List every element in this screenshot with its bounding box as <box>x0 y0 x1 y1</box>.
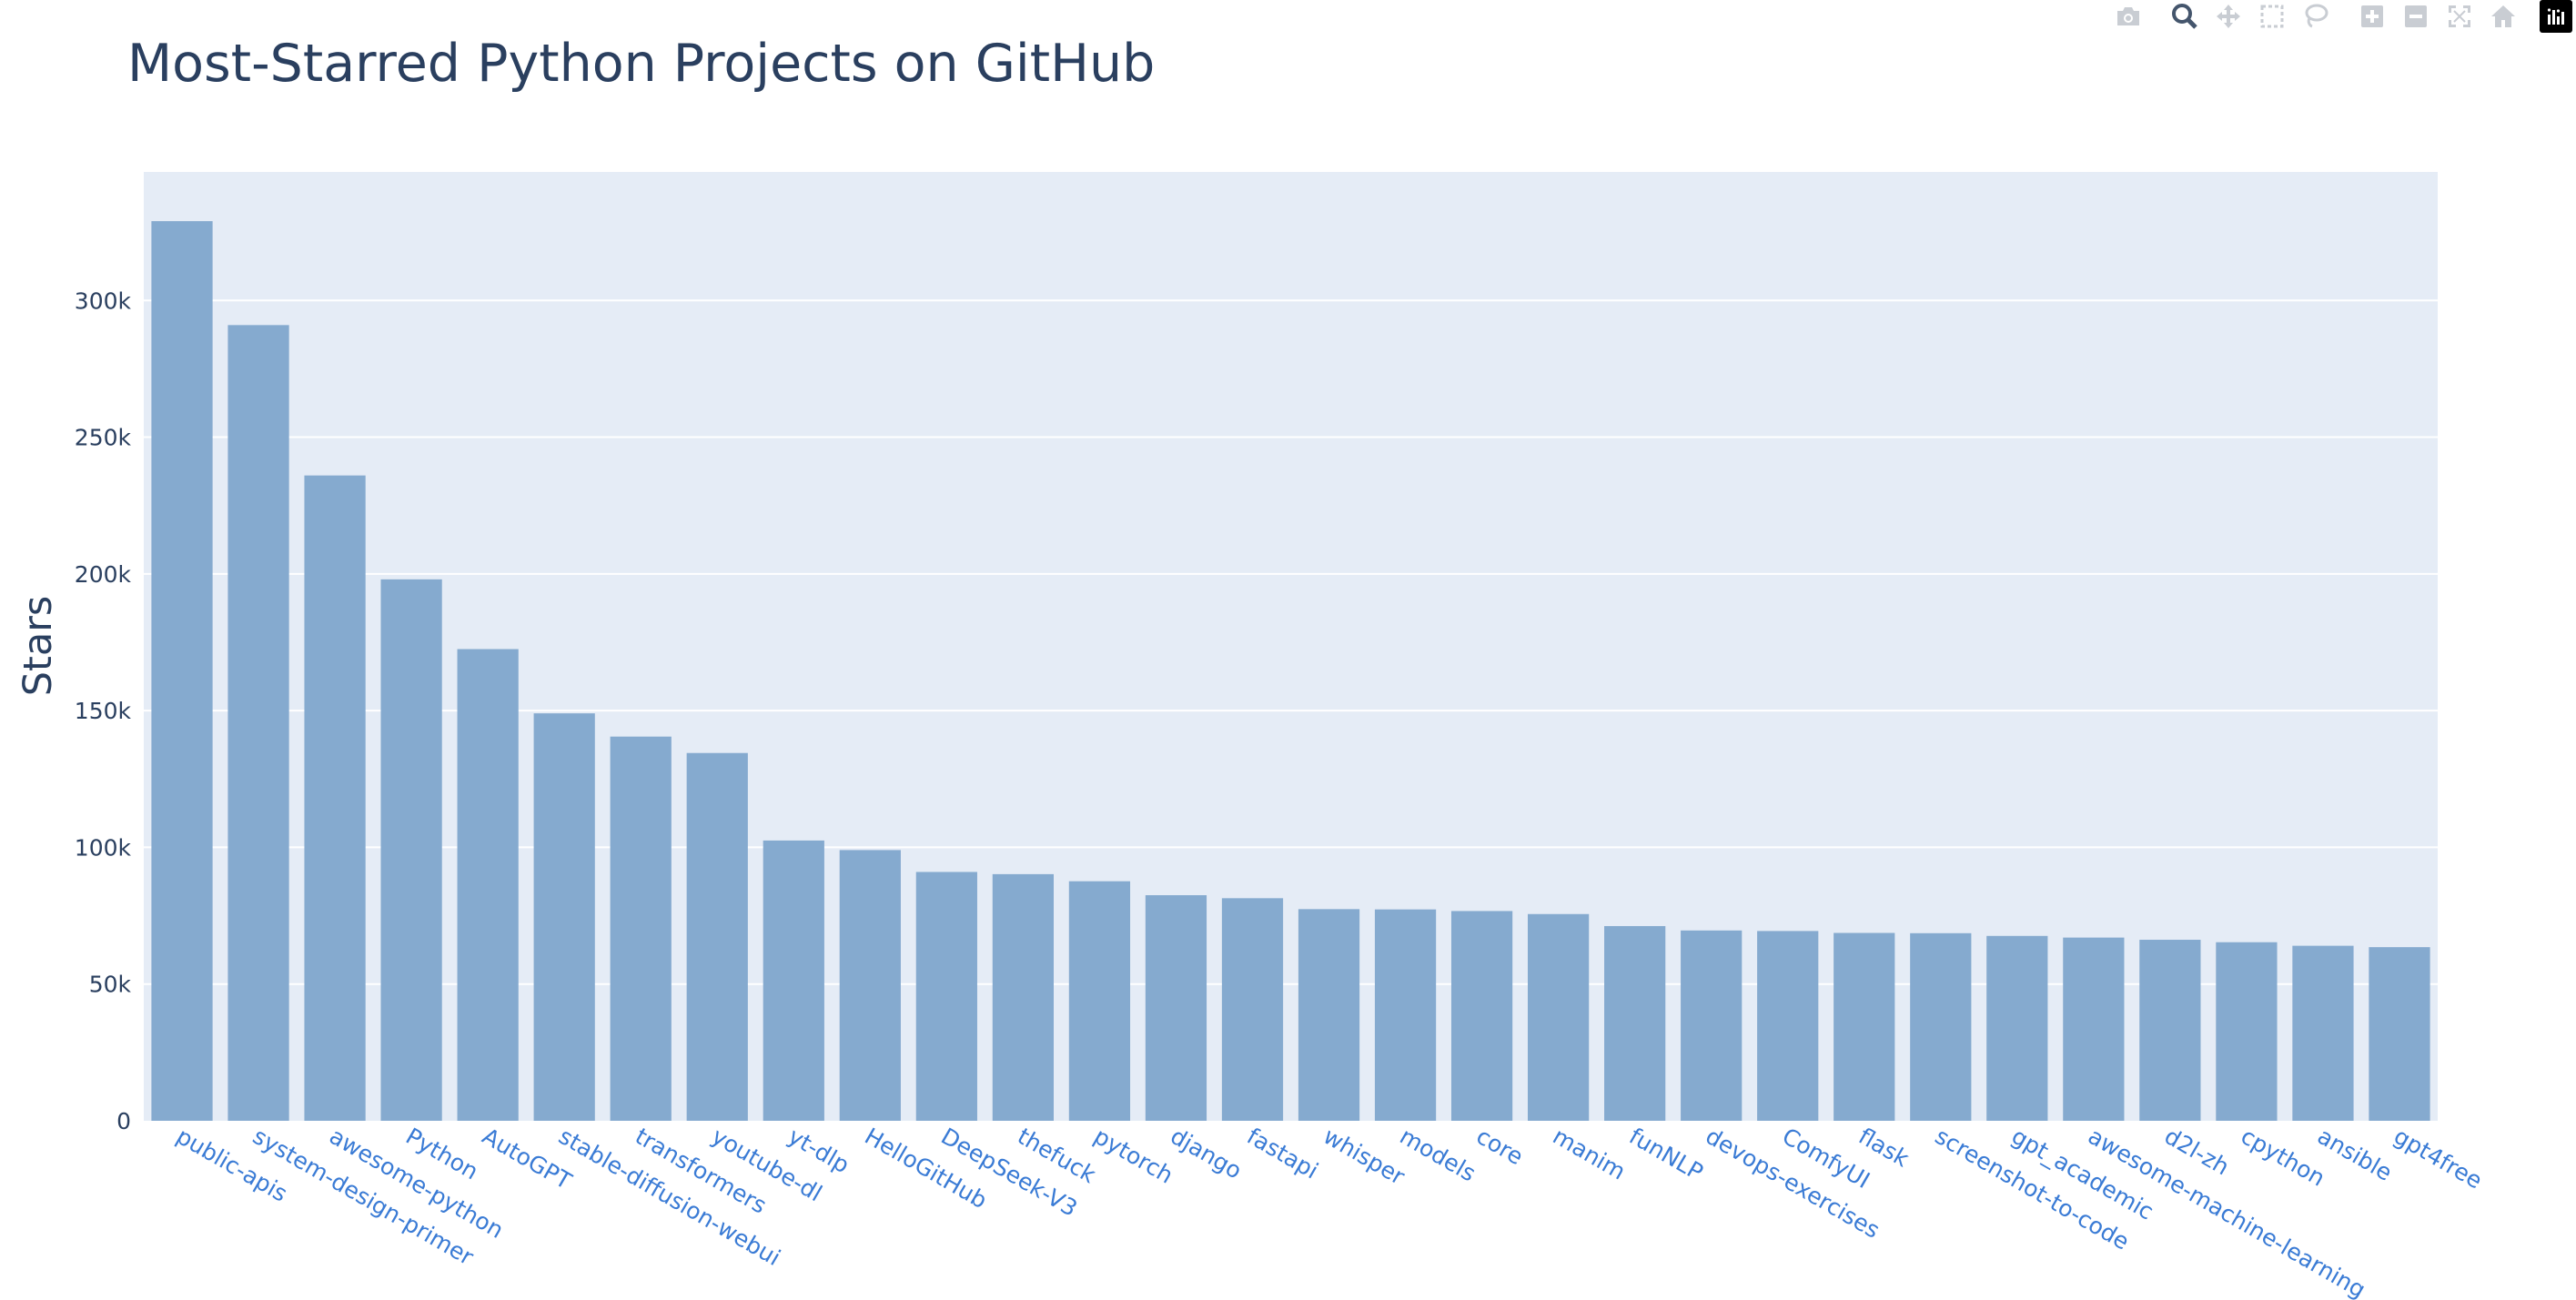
x-tick-label: cpython <box>2237 1123 2329 1192</box>
bar[interactable] <box>686 752 748 1121</box>
bar[interactable] <box>533 713 595 1121</box>
bar[interactable] <box>1298 909 1360 1121</box>
bar[interactable] <box>380 579 442 1121</box>
autoscale-icon[interactable] <box>2440 0 2480 33</box>
bar[interactable] <box>1068 881 1131 1121</box>
x-tick-label: manim <box>1549 1123 1631 1185</box>
y-tick-label: 150k <box>75 698 132 724</box>
bar[interactable] <box>1145 895 1207 1121</box>
bar[interactable] <box>1450 911 1513 1121</box>
plotly-logo-icon[interactable] <box>2540 0 2572 33</box>
pan-icon[interactable] <box>2208 0 2248 33</box>
bar[interactable] <box>2139 940 2201 1121</box>
bar[interactable] <box>2216 942 2278 1121</box>
x-tick-label: ansible <box>2313 1123 2397 1186</box>
zoom-in-icon[interactable] <box>2352 0 2392 33</box>
modebar <box>2096 0 2576 33</box>
modebar-group-logo <box>2540 0 2572 33</box>
modebar-group-export <box>2108 0 2148 33</box>
x-tick-label: pytorch <box>1089 1123 1177 1189</box>
bar[interactable] <box>610 736 672 1121</box>
x-axis-ticks: public-apissystem-design-primerawesome-p… <box>172 1123 2487 1300</box>
bar[interactable] <box>915 872 977 1121</box>
bar[interactable] <box>151 221 213 1121</box>
y-tick-label: 100k <box>75 834 132 861</box>
bar[interactable] <box>2292 945 2354 1121</box>
bar[interactable] <box>1604 925 1666 1121</box>
bars <box>151 221 2430 1121</box>
bar[interactable] <box>1757 931 1819 1121</box>
bar[interactable] <box>2369 947 2430 1121</box>
lasso-select-icon[interactable] <box>2296 0 2336 33</box>
x-tick-label: fastapi <box>1242 1123 1322 1184</box>
y-tick-label: 0 <box>116 1108 131 1134</box>
y-tick-label: 200k <box>75 561 132 588</box>
y-tick-label: 50k <box>89 972 132 998</box>
bar[interactable] <box>1374 909 1437 1121</box>
bar[interactable] <box>1834 932 1895 1121</box>
bar[interactable] <box>763 840 824 1121</box>
chart-title: Most-Starred Python Projects on GitHub <box>127 34 1155 94</box>
box-select-icon[interactable] <box>2252 0 2292 33</box>
bar[interactable] <box>992 873 1054 1121</box>
bar[interactable] <box>227 325 289 1121</box>
bar[interactable] <box>1910 932 1972 1121</box>
bar[interactable] <box>304 475 366 1121</box>
y-tick-label: 300k <box>75 287 132 314</box>
bar[interactable] <box>839 850 901 1121</box>
bar[interactable] <box>1986 935 2048 1121</box>
reset-axes-icon[interactable] <box>2483 0 2523 33</box>
x-tick-label: models <box>1396 1123 1480 1187</box>
bar[interactable] <box>2063 937 2125 1121</box>
gridlines <box>144 299 2438 985</box>
bar[interactable] <box>457 649 519 1121</box>
x-tick-label: funNLP <box>1625 1123 1708 1185</box>
y-axis-ticks: 0 50k 100k 150k 200k 250k 300k <box>75 287 132 1134</box>
modebar-group-zoom <box>2352 0 2523 33</box>
x-tick-label: django <box>1166 1123 1246 1184</box>
y-axis-label: Stars <box>15 596 61 697</box>
x-tick-label: gpt4free <box>2389 1123 2487 1194</box>
bar[interactable] <box>1681 930 1743 1121</box>
bar[interactable] <box>1528 913 1590 1121</box>
plot-area <box>144 172 2438 1121</box>
x-tick-label: whisper <box>1319 1123 1410 1190</box>
y-tick-label: 250k <box>75 425 132 451</box>
camera-icon[interactable] <box>2108 0 2148 33</box>
bar[interactable] <box>1221 898 1284 1121</box>
zoom-out-icon[interactable] <box>2396 0 2436 33</box>
zoom-icon[interactable] <box>2165 0 2205 33</box>
modebar-group-drag <box>2165 0 2336 33</box>
